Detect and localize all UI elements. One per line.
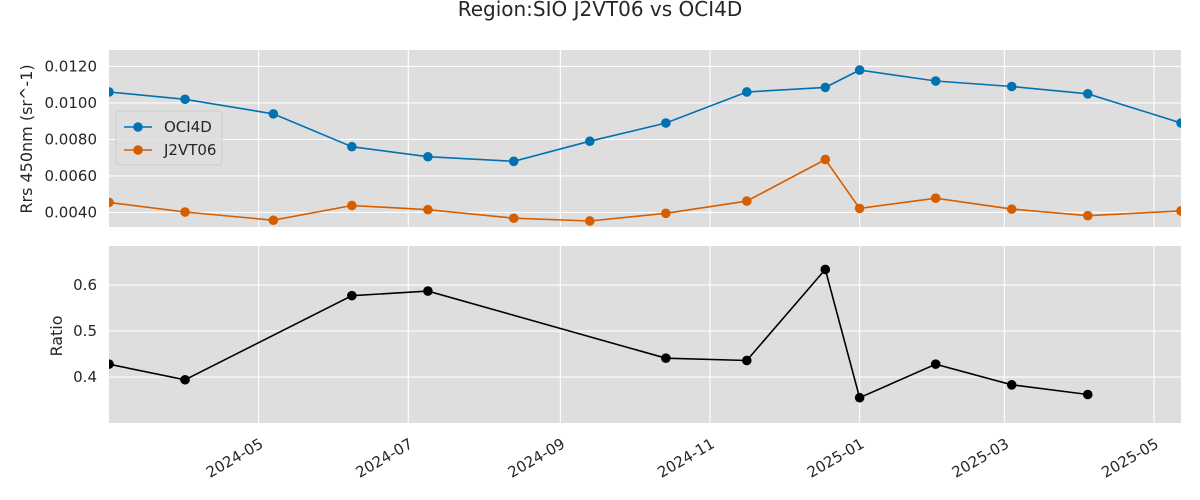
y-tick-label: 0.0080 [45,130,98,148]
x-tick-label: 2024-05 [203,435,266,482]
data-point [1176,206,1181,216]
data-point [930,359,941,369]
data-point [508,213,519,224]
x-tick-label: 2024-09 [505,435,568,482]
data-point [742,87,752,97]
x-axis-ticks: 2024-05 2024-07 2024-09 2024-11 2025-01 2025-… [203,435,1162,482]
top-panel: 0.0040 0.0060 0.0080 0.0100 0.0120 Rrs 450nm… [17,50,1181,227]
data-point [854,65,865,75]
data-point [742,355,752,366]
bottom-y-axis-label: Ratio [47,315,66,356]
data-point [661,208,671,219]
legend-oci4d-marker [133,122,143,132]
data-point [1006,204,1017,214]
data-point [1082,210,1093,221]
data-point [1082,88,1093,99]
x-tick-label: 2025-03 [949,435,1012,482]
data-point [661,118,671,128]
legend-j2vt06-marker [133,145,143,155]
y-tick-label: 0.4 [73,368,97,386]
series-j2vt06 [109,154,1181,226]
data-point [109,359,114,369]
data-point [180,374,190,385]
data-point [268,215,279,226]
data-point [930,193,941,203]
legend-oci4d-label: OCI4D [164,118,212,136]
y-tick-label: 0.6 [73,276,97,294]
bottom-panel: 0.4 0.5 0.6 Ratio [47,246,1181,423]
legend-j2vt06-label: J2VT06 [163,141,216,159]
data-point [347,141,357,152]
data-point [1006,380,1017,390]
data-point [742,196,752,206]
data-point [820,264,831,275]
data-point [347,290,357,301]
data-point [109,87,114,97]
data-point [1176,118,1181,128]
data-point [347,200,357,211]
data-point [109,197,114,208]
y-tick-label: 0.0100 [45,94,98,112]
data-point [1082,389,1093,400]
x-tick-label: 2024-07 [353,435,416,482]
legend: OCI4D J2VT06 [115,110,223,166]
data-point [180,94,190,105]
data-point [854,203,865,214]
bottom-panel-background [109,246,1181,423]
top-panel-series [109,65,1181,226]
y-tick-label: 0.0040 [45,203,98,221]
data-point [508,156,519,167]
data-point [423,286,433,296]
top-panel-y-ticks: 0.0040 0.0060 0.0080 0.0100 0.0120 [45,57,98,221]
series-oci4d [109,65,1181,167]
data-point [661,353,671,363]
data-point [180,207,190,217]
y-tick-label: 0.0120 [45,57,98,75]
top-panel-grid [109,50,1181,227]
y-tick-label: 0.0060 [45,167,98,185]
series-ratio [109,264,1093,403]
data-point [268,109,279,119]
x-tick-label: 2025-05 [1098,435,1161,482]
chart-title: Region:SIO J2VT06 vs OCI4D [458,0,743,21]
data-point [820,154,831,165]
bottom-panel-y-ticks: 0.4 0.5 0.6 [73,276,97,386]
top-y-axis-label: Rrs 450nm (sr^-1) [17,64,36,213]
x-tick-label: 2025-01 [804,435,867,482]
x-tick-label: 2024-11 [654,435,717,482]
data-point [854,392,865,403]
bottom-panel-series [109,264,1093,403]
top-panel-background [109,50,1181,227]
data-point [585,136,595,147]
data-point [1006,81,1017,92]
data-point [423,204,433,215]
data-point [423,151,433,162]
data-point [585,216,595,226]
y-tick-label: 0.5 [73,322,97,340]
data-point [930,76,941,86]
data-point [820,82,831,93]
